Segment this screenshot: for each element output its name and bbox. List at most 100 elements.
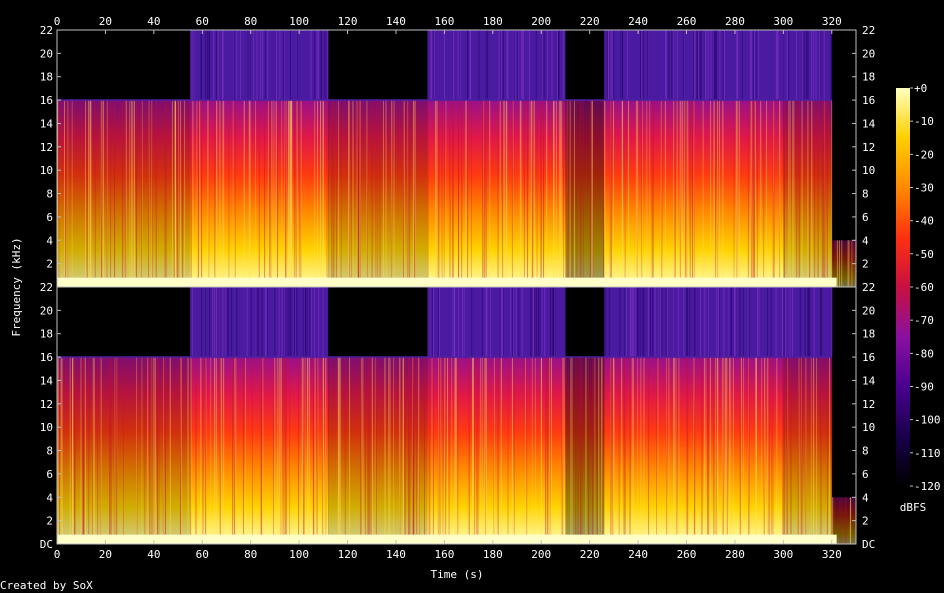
spectrum-hf-line <box>707 30 709 101</box>
spectrum-line <box>672 357 674 544</box>
spectrum-line <box>412 357 414 544</box>
spectrum-line <box>132 100 134 287</box>
spectrum-line <box>675 357 677 544</box>
spectrum-line <box>300 100 302 287</box>
spectrum-line <box>295 100 297 287</box>
spectrum-line <box>455 357 457 544</box>
spectrum-line <box>612 357 614 544</box>
spectrum-line <box>131 100 133 287</box>
spectrum-hf-band <box>190 287 329 358</box>
spectrum-line <box>180 357 182 544</box>
spectrum-line <box>133 100 135 287</box>
spectrum-hf-line <box>608 287 610 358</box>
spectrum-line <box>769 357 771 544</box>
spectrum-line <box>824 100 826 287</box>
y-tick-label-left: 16 <box>40 94 53 107</box>
spectrum-line <box>839 497 841 544</box>
spectrum-hf-line <box>704 287 706 358</box>
spectrum-line <box>291 100 293 287</box>
spectrum-hf-line <box>283 30 285 101</box>
spectrum-line <box>845 497 847 544</box>
spectrum-hf-line <box>221 30 223 101</box>
spectrum-segment <box>57 100 191 287</box>
spectrum-line <box>754 100 756 287</box>
spectrum-line <box>579 100 581 287</box>
spectrum-line <box>102 100 104 287</box>
spectrum-line <box>125 100 127 287</box>
spectrum-hf-band <box>604 287 784 358</box>
spectrum-hf-line <box>306 287 308 358</box>
spectrum-line <box>687 357 689 544</box>
spectrum-line <box>63 100 65 287</box>
y-tick-label-right: 12 <box>862 141 875 154</box>
x-tick-label-bottom: 60 <box>196 548 209 561</box>
spectrum-line <box>223 357 225 544</box>
y-tick-label-left: 4 <box>46 491 53 504</box>
spectrum-hf-line <box>438 287 440 358</box>
spectrum-line <box>767 357 769 544</box>
spectrum-line <box>67 100 69 287</box>
y-tick-label-left: 20 <box>40 47 53 60</box>
spectrum-line <box>709 357 711 544</box>
spectrum-hf-line <box>485 30 487 101</box>
spectrum-hf-line <box>209 287 211 358</box>
spectrum-hf-line <box>547 30 549 101</box>
spectrum-hf-line <box>665 30 667 101</box>
spectrum-hf-line <box>285 287 287 358</box>
spectrum-line <box>360 357 362 544</box>
spectrum-line <box>643 357 645 544</box>
spectrum-hf-line <box>430 30 432 101</box>
spectrum-line <box>314 100 316 287</box>
spectrum-hf-line <box>295 287 297 358</box>
spectrum-hf-line <box>737 30 739 101</box>
x-tick-label-bottom: 200 <box>531 548 551 561</box>
spectrum-line <box>414 100 416 287</box>
spectrum-hf-line <box>556 30 558 101</box>
spectrum-line <box>451 357 453 544</box>
spectrum-line <box>844 497 846 544</box>
spectrum-hf-line <box>289 287 291 358</box>
spectrum-line <box>413 357 415 544</box>
spectrum-line <box>613 100 615 287</box>
spectrum-hf-line <box>805 30 807 101</box>
spectrum-hf-line <box>661 287 663 358</box>
spectrum-hf-line <box>544 287 546 358</box>
spectrum-line <box>444 357 446 544</box>
x-tick-label-bottom: 40 <box>147 548 160 561</box>
spectrum-line <box>600 357 602 544</box>
y-tick-label-right: DC <box>862 538 875 551</box>
spectrum-line <box>414 100 416 287</box>
spectrum-hf-line <box>749 30 751 101</box>
spectrum-line <box>835 240 837 287</box>
spectrum-line <box>826 357 828 544</box>
spectrum-hf-line <box>262 30 264 101</box>
spectrum-line <box>472 357 474 544</box>
spectrum-hf-line <box>634 287 636 358</box>
spectrum-line <box>293 100 295 287</box>
spectrum-line <box>366 100 368 287</box>
spectrum-hf-line <box>671 30 673 101</box>
spectrum-line <box>483 100 485 287</box>
spectrum-hf-line <box>466 30 468 101</box>
spectrum-line <box>561 357 563 544</box>
spectrum-hf-line <box>287 287 289 358</box>
y-tick-label-right: 16 <box>862 351 875 364</box>
spectrum-line <box>497 357 499 544</box>
spectrum-line <box>851 240 853 287</box>
spectrum-hf-line <box>193 30 195 101</box>
y-tick-label-right: 8 <box>862 445 869 458</box>
spectrum-hf-line <box>530 287 532 358</box>
spectrum-line <box>649 100 651 287</box>
spectrum-line <box>307 357 309 544</box>
spectrum-line <box>652 100 654 287</box>
spectrum-hf-line <box>457 30 459 101</box>
spectrum-hf-line <box>620 30 622 101</box>
spectrum-hf-line <box>529 30 531 101</box>
spectrum-line <box>413 100 415 287</box>
spectrum-line <box>284 100 286 287</box>
x-tick-label-top: 220 <box>580 15 600 28</box>
spectrum-line <box>221 357 223 544</box>
spectrum-line <box>621 100 623 287</box>
spectrum-hf-line <box>723 30 725 101</box>
spectrum-line <box>484 357 486 544</box>
